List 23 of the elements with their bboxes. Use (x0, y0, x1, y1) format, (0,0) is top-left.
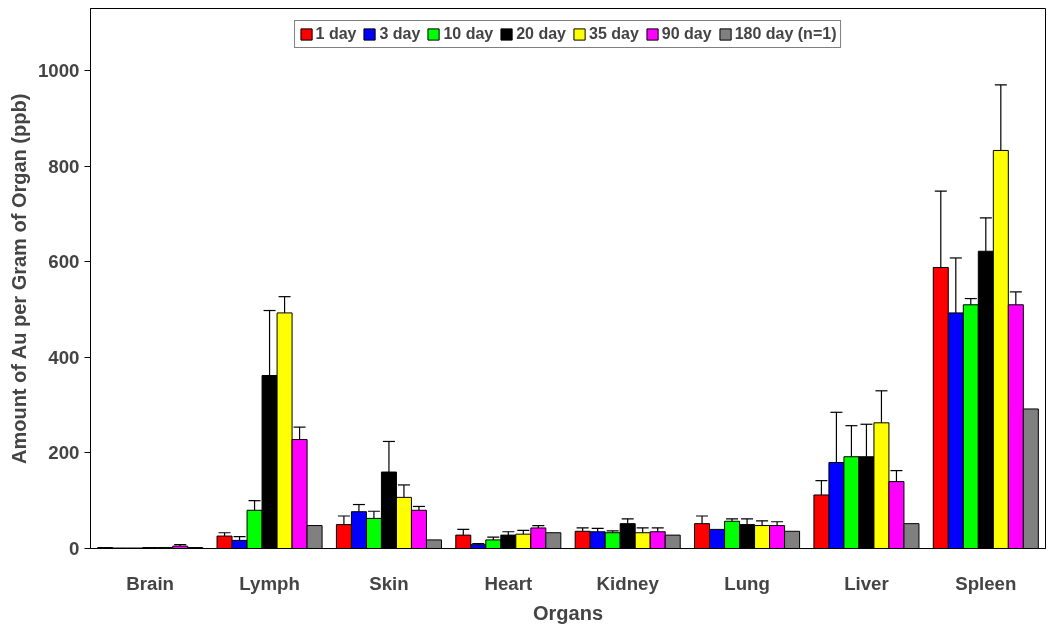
y-tick-label: 400 (48, 346, 80, 368)
x-tick-label: Kidney (596, 572, 660, 594)
x-tick-label: Lymph (239, 572, 300, 594)
x-tick-label: Lung (724, 572, 770, 594)
y-tick-label: 600 (48, 251, 80, 273)
legend-label: 90 day (661, 25, 712, 43)
legend-label: 3 day (379, 25, 421, 43)
legend-label: 180 day (n=1) (734, 25, 837, 43)
legend-label: 1 day (315, 25, 357, 43)
y-tick-label: 1000 (38, 60, 80, 82)
x-tick-label: Heart (484, 572, 533, 594)
x-tick-label: Brain (126, 572, 175, 594)
x-axis-title: Organs (532, 601, 604, 624)
x-tick-label: Skin (369, 572, 409, 594)
x-tick-label: Liver (844, 572, 889, 594)
legend-label: 35 day (589, 25, 639, 43)
y-tick-label: 800 (48, 155, 80, 177)
x-tick-label: Spleen (955, 572, 1017, 594)
legend-label: 10 day (443, 25, 494, 43)
legend-label: 20 day (516, 25, 567, 43)
y-tick-label: 200 (48, 442, 80, 464)
y-axis-title: Amount of Au per Gram of Organ (ppb) (8, 93, 30, 465)
y-tick-label: 0 (69, 538, 80, 559)
